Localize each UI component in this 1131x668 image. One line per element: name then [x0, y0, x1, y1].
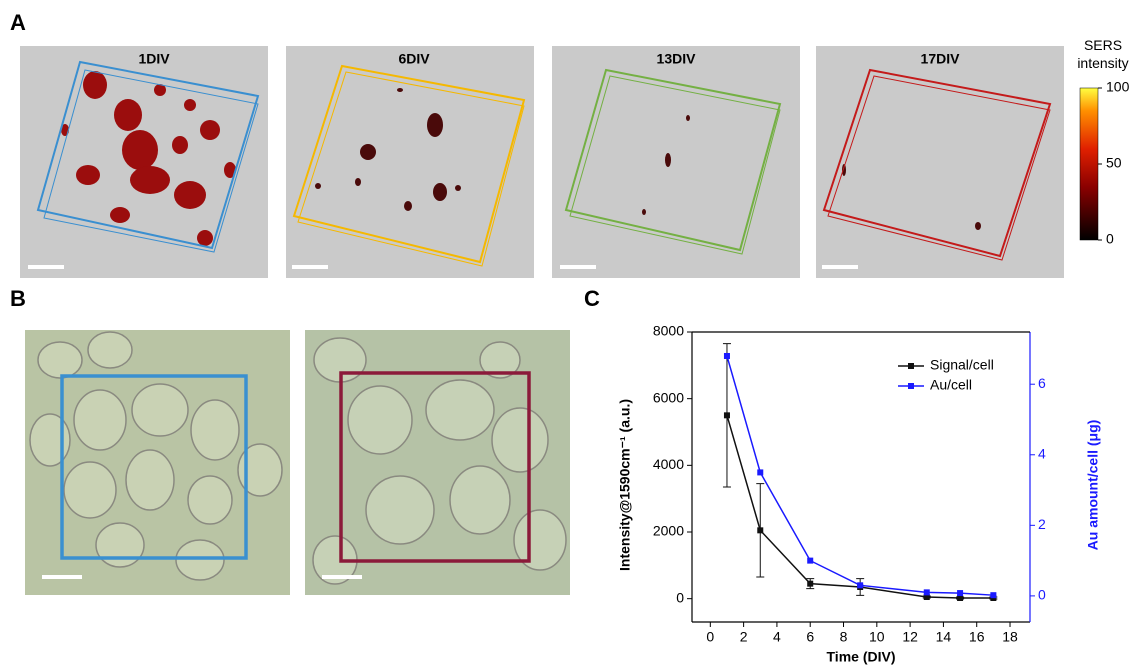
marker — [923, 594, 930, 600]
y2-tick-label: 6 — [1038, 375, 1046, 391]
y2-tick-label: 4 — [1038, 445, 1046, 461]
legend-marker — [908, 363, 914, 369]
x-tick-label: 2 — [740, 629, 748, 645]
panel-title: 17DIV — [921, 51, 961, 67]
x-axis-label: Time (DIV) — [827, 649, 896, 665]
y-tick-label: 0 — [676, 589, 684, 605]
y-tick-label: 2000 — [653, 523, 684, 539]
marker — [757, 527, 764, 534]
y-tick-label: 6000 — [653, 389, 684, 405]
marker — [723, 412, 730, 419]
colorbar-tick-label: 50 — [1106, 155, 1122, 171]
legend-label: Signal/cell — [930, 357, 994, 373]
colorbar-tick-label: 0 — [1106, 231, 1114, 247]
series-line — [726, 415, 994, 599]
y2-axis-label: Au amount/cell (μg) — [1085, 420, 1101, 551]
x-tick-label: 16 — [969, 629, 985, 645]
colorbar-title: SERS intensity — [1077, 37, 1129, 71]
x-tick-label: 8 — [840, 629, 848, 645]
x-tick-label: 10 — [869, 629, 885, 645]
y-axis-label: Intensity@1590cm⁻¹ (a.u.) — [617, 399, 633, 571]
colorbar-tick-label: 100 — [1106, 79, 1130, 95]
panel-label: A — [10, 10, 26, 35]
marker — [807, 580, 814, 587]
marker — [957, 590, 964, 597]
x-tick-label: 14 — [936, 629, 952, 645]
x-tick-label: 4 — [773, 629, 781, 645]
panel-title: 6DIV — [398, 51, 430, 67]
marker — [723, 352, 730, 359]
marker — [990, 592, 997, 599]
marker — [957, 595, 964, 601]
y-tick-label: 8000 — [653, 323, 684, 339]
x-tick-label: 6 — [806, 629, 814, 645]
y2-tick-label: 2 — [1038, 516, 1046, 532]
legend-marker — [908, 383, 914, 389]
x-tick-label: 18 — [1002, 629, 1018, 645]
y2-tick-label: 0 — [1038, 587, 1046, 603]
panel-title: 1DIV — [138, 51, 170, 67]
panel-label: C — [584, 286, 600, 311]
panel-label: B — [10, 286, 26, 311]
panel-title: 13DIV — [657, 51, 697, 67]
marker — [757, 469, 764, 476]
marker — [807, 557, 814, 564]
x-tick-label: 0 — [706, 629, 714, 645]
x-tick-label: 12 — [902, 629, 918, 645]
legend-label: Au/cell — [930, 377, 972, 393]
y-tick-label: 4000 — [653, 456, 684, 472]
panel-b-images — [25, 330, 570, 595]
marker — [857, 582, 864, 589]
colorbar — [1079, 87, 1099, 241]
panel-a-images — [20, 46, 1064, 278]
marker — [923, 589, 930, 596]
